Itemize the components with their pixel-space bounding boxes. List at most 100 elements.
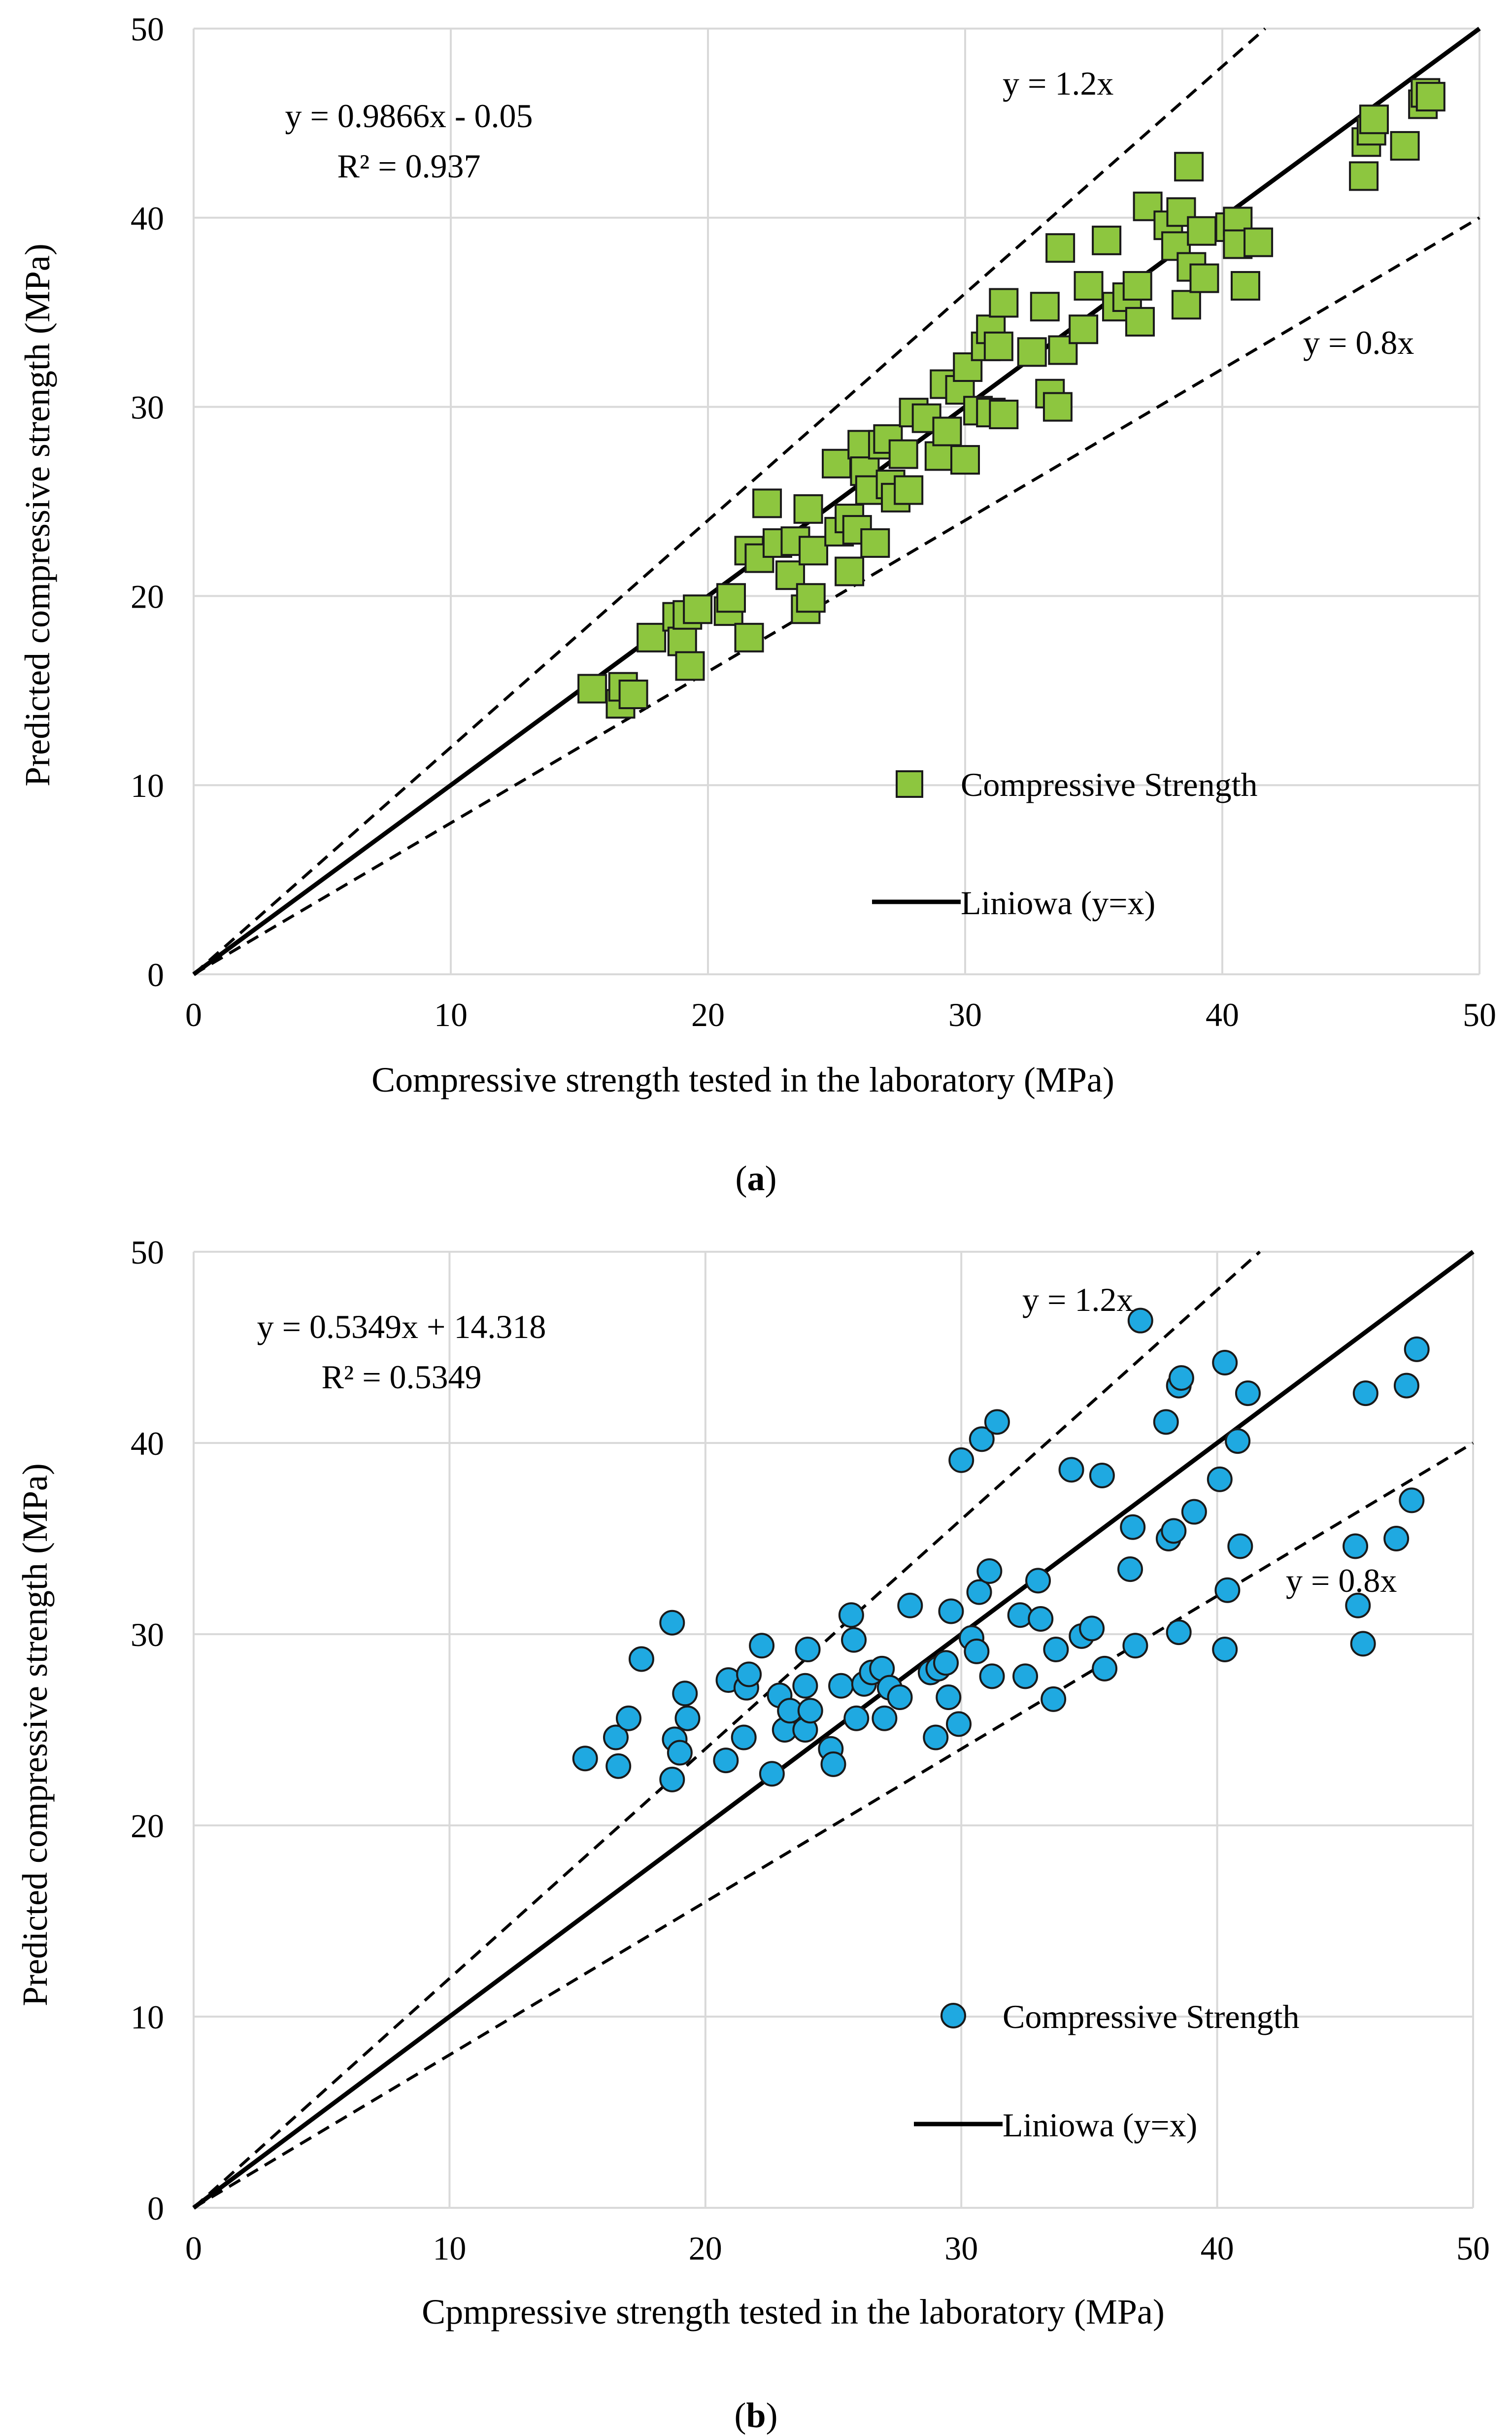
line-label-0-8x: y = 0.8x (1303, 324, 1414, 361)
data-point (1171, 290, 1201, 320)
data-point (1343, 1533, 1369, 1559)
data-point (950, 445, 980, 475)
x-tick-label: 30 (944, 2230, 978, 2267)
data-point (989, 399, 1019, 429)
legend-marker (896, 770, 923, 798)
caption-b: (b) (734, 2396, 778, 2435)
data-point (989, 288, 1019, 318)
y-tick-label: 40 (131, 1425, 164, 1462)
data-point (1025, 1568, 1051, 1594)
x-axis-label: Cpmpressive strength tested in the labor… (422, 2292, 1165, 2332)
legend-marker (941, 2003, 966, 2028)
data-point (936, 1684, 962, 1711)
data-point (1153, 1409, 1179, 1435)
data-point (731, 1724, 757, 1750)
legend: Compressive Strength Liniowa (y=x) (914, 1998, 1300, 2144)
y-tick-label: 0 (147, 956, 164, 994)
data-point (1089, 1462, 1115, 1488)
data-point (1207, 1466, 1233, 1492)
data-point (1349, 161, 1379, 191)
y-tick-label: 0 (147, 2190, 164, 2227)
data-point (984, 1409, 1010, 1435)
data-point (932, 416, 962, 446)
y-tick-label: 50 (131, 1234, 164, 1271)
data-point (1122, 271, 1152, 301)
data-point (713, 1748, 739, 1774)
data-point (938, 1598, 964, 1624)
data-point (1214, 1577, 1241, 1603)
data-point (683, 594, 713, 624)
data-point (933, 1650, 959, 1676)
data-point (736, 1661, 762, 1687)
data-point (659, 1610, 685, 1636)
data-point (1187, 216, 1217, 246)
data-point (603, 1724, 629, 1750)
reference-line (193, 1441, 1474, 2209)
data-point (577, 674, 607, 704)
data-point (675, 651, 705, 681)
data-point (828, 1673, 854, 1699)
x-tick-label: 10 (434, 996, 468, 1033)
data-point (716, 583, 746, 613)
data-point (572, 1746, 598, 1772)
y-tick-label: 30 (131, 389, 164, 426)
data-point (897, 1592, 923, 1618)
data-point (1125, 307, 1155, 337)
data-point (672, 1681, 698, 1707)
x-axis-label: Compressive strength tested in the labor… (371, 1060, 1114, 1099)
data-point (792, 1673, 818, 1699)
x-tick-label: 30 (948, 996, 982, 1033)
data-point (1390, 131, 1420, 161)
x-tick-label: 40 (1201, 2230, 1234, 2267)
data-point (759, 1761, 785, 1787)
data-point (1092, 1655, 1118, 1681)
data-point (872, 1705, 898, 1731)
data-point (1079, 1615, 1105, 1642)
data-point (667, 626, 697, 656)
data-point (1181, 1499, 1207, 1525)
data-point (1043, 1637, 1069, 1663)
data-point (1168, 1365, 1194, 1391)
data-point (667, 1740, 693, 1766)
r-squared-label: R² = 0.937 (337, 147, 480, 185)
data-point (976, 1558, 1003, 1584)
data-point (843, 1705, 870, 1731)
data-point (1404, 1336, 1430, 1362)
chart-a: 0 10 20 30 40 50 0 10 20 30 40 50 y = 0.9866x - 0.0… (18, 10, 1496, 1099)
reference-line (193, 216, 1480, 976)
legend-series-label: Compressive Strength (961, 766, 1258, 803)
x-tick-label: 50 (1463, 996, 1496, 1033)
data-point (841, 1627, 867, 1653)
data-point (1393, 1372, 1419, 1399)
line-label-1-2x: y = 1.2x (1022, 1281, 1133, 1318)
data-point (923, 1724, 949, 1750)
data-point (674, 1705, 701, 1731)
data-point (820, 1751, 846, 1777)
data-point (1017, 337, 1047, 367)
data-point (888, 439, 918, 469)
y-tick-label: 10 (131, 767, 164, 804)
data-point (964, 1638, 990, 1664)
data-point (1122, 1633, 1148, 1659)
regression-equation: y = 0.5349x + 14.318 (257, 1308, 546, 1345)
y-tick-label: 40 (131, 200, 164, 237)
x-tick-label: 50 (1456, 2230, 1490, 2267)
data-point (659, 1766, 685, 1792)
data-point (966, 1579, 992, 1605)
data-point (1350, 1631, 1376, 1657)
data-point (1174, 152, 1204, 182)
data-point (1120, 1514, 1146, 1540)
data-point (1030, 292, 1060, 322)
data-point (1225, 1428, 1251, 1454)
figure-a: 0 10 20 30 40 50 0 10 20 30 40 50 y = 0.9866x - 0.0… (0, 0, 1512, 1217)
data-point (1092, 225, 1122, 255)
data-point (1352, 1380, 1378, 1407)
r-squared-label: R² = 0.5349 (321, 1358, 481, 1396)
legend-line-label: Liniowa (y=x) (1003, 2106, 1197, 2144)
data-point (615, 1705, 641, 1731)
data-point (795, 1637, 821, 1663)
data-point (1399, 1487, 1425, 1513)
data-point (1212, 1637, 1238, 1663)
y-tick-label: 30 (131, 1616, 164, 1653)
legend-line-label: Liniowa (y=x) (961, 884, 1155, 922)
